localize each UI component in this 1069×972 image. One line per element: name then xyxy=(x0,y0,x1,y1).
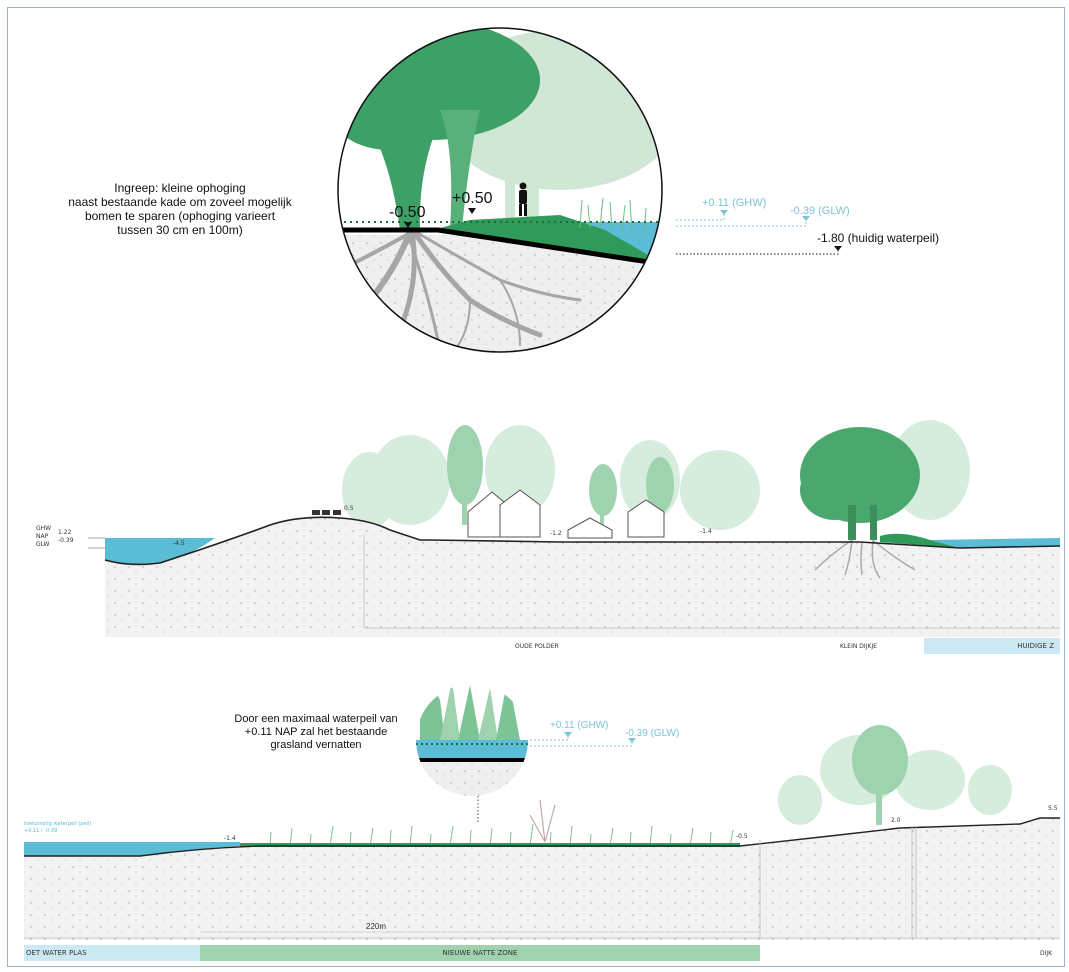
glw-label: -0.39 (GLW) xyxy=(790,205,850,217)
top-callout-text: Ingreep: kleine ophoging naast bestaande… xyxy=(30,181,330,237)
spot-level: 2.0 xyxy=(891,817,901,824)
legend-value: -0.39 xyxy=(58,537,74,544)
left-level-legend: GHW NAP GLW xyxy=(36,525,51,549)
spot-level: -1.4 xyxy=(700,528,712,535)
spot-level: -4.5 xyxy=(173,540,185,547)
ghw-label: +0.11 (GHW) xyxy=(702,197,767,209)
level-marker xyxy=(404,222,412,228)
figure-frame xyxy=(7,7,1065,967)
level-marker xyxy=(468,208,476,214)
zone-band-water-plas: OET WATER PLAS xyxy=(24,945,200,961)
left-level-values: 1.22 -0.39 xyxy=(58,525,74,549)
ghw-label-small: +0.11 (GHW) xyxy=(550,720,609,731)
legend-value: 1.22 xyxy=(58,529,72,536)
house-icon xyxy=(467,489,665,539)
callout-line: naast bestaande kade om zoveel mogelijk xyxy=(68,195,292,209)
callout-line: grasland vernatten xyxy=(270,739,362,751)
level-label-minus: -0.50 xyxy=(389,204,426,221)
note-line: toekomstig waterpeil (peil) xyxy=(24,821,92,827)
detail-circle xyxy=(338,28,662,352)
person-figure xyxy=(519,182,527,216)
spot-level: -1.2 xyxy=(550,530,562,537)
spot-level: -0.5 xyxy=(736,833,748,840)
zone-label: NIEUWE NATTE ZONE xyxy=(442,949,518,957)
callout-line: Ingreep: kleine ophoging xyxy=(114,181,246,195)
callout-line: bomen te sparen (ophoging varieert xyxy=(84,209,276,223)
zone-label-oude-polder: OUDE POLDER xyxy=(515,643,559,650)
zone-band-huidige: HUIDIGE Z xyxy=(924,638,1060,654)
spot-level: 0.5 xyxy=(344,505,354,512)
legend-label: GLW xyxy=(36,541,50,548)
distance-label: 220m xyxy=(366,922,387,931)
bottom-callout-text: Door een maximaal waterpeil van +0.11 NA… xyxy=(216,713,416,752)
water-level-note: toekomstig waterpeil (peil) +0.11 / -0.3… xyxy=(24,821,91,835)
zone-label: OET WATER PLAS xyxy=(26,949,87,957)
level-label-plus: +0.50 xyxy=(452,190,493,207)
zone-label: HUIDIGE Z xyxy=(1017,642,1054,650)
zone-band-natte-zone: NIEUWE NATTE ZONE xyxy=(200,945,760,961)
callout-line: +0.11 NAP zal het bestaande xyxy=(244,726,388,738)
callout-line: Door een maximaal waterpeil van xyxy=(234,713,398,725)
zone-label-klein-dijkje: KLEIN DIJKJE xyxy=(840,643,877,650)
spot-level: 5.5 xyxy=(1048,805,1058,812)
section-2 xyxy=(24,725,1060,940)
zone-label-dijk: DIJK xyxy=(1040,950,1053,957)
legend-label: GHW xyxy=(36,525,52,532)
current-water-label: -1.80 (huidig waterpeil) xyxy=(817,231,940,245)
section-1 xyxy=(88,420,1061,637)
detail-circle-small xyxy=(416,684,528,796)
note-line: +0.11 / -0.39 xyxy=(24,828,58,834)
detail-circle-border xyxy=(337,27,663,353)
callout-line: tussen 30 cm en 100m) xyxy=(117,223,243,237)
glw-label-small: -0.39 (GLW) xyxy=(625,728,680,739)
spot-level: -1.4 xyxy=(224,835,236,842)
legend-label: NAP xyxy=(36,533,49,540)
